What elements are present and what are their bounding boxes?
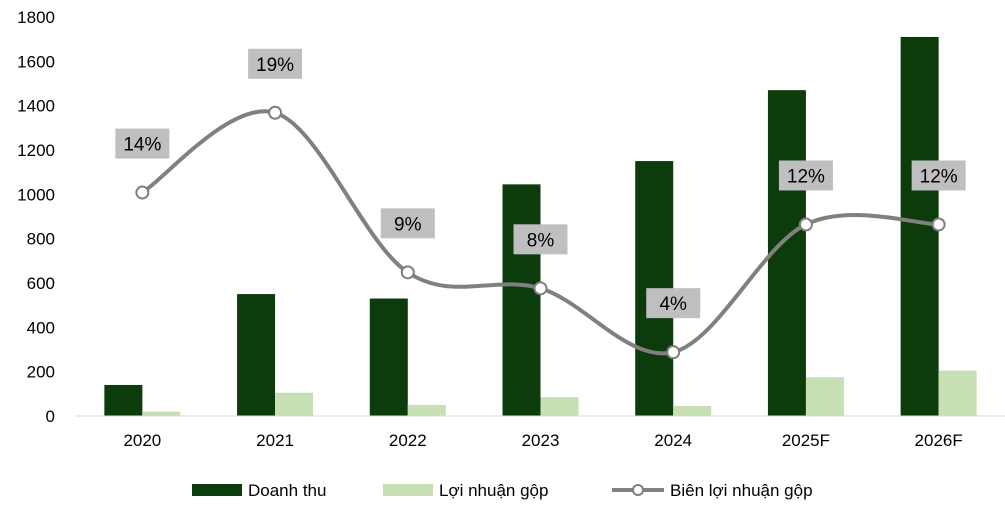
gross-profit-bar (275, 392, 314, 416)
margin-line-point (268, 105, 283, 120)
x-tick-label: 2020 (123, 431, 161, 450)
margin-label: 9% (394, 214, 422, 235)
x-tick-label: 2025F (782, 431, 830, 450)
gross-profit-bar (407, 404, 446, 416)
margin-label: 19% (256, 55, 294, 76)
y-axis: 0 200 400 600 800 1000 1200 1400 1600 1800 (17, 8, 55, 426)
legend-label-margin: Biên lợi nhuận gộp (670, 481, 813, 500)
margin-line-point (533, 281, 548, 296)
margin-label: 12% (787, 166, 825, 187)
legend-swatch-margin-marker (632, 484, 644, 496)
revenue-bar (237, 294, 276, 416)
margin-label-box (646, 288, 701, 319)
margin-line-point (931, 217, 946, 232)
revenue-bar (104, 384, 143, 416)
margin-label-box (380, 208, 435, 239)
margin-line-point (798, 217, 813, 232)
gross-profit-bar (540, 397, 579, 416)
y-tick-label: 1200 (17, 141, 55, 160)
legend: Doanh thu Lợi nhuận gộp Biên lợi nhuận gộp (192, 481, 813, 500)
y-tick-label: 200 (27, 363, 55, 382)
y-tick-label: 1400 (17, 97, 55, 116)
legend-swatch-gross-profit (383, 484, 433, 496)
revenue-bar (369, 298, 408, 416)
gross-profit-bar (142, 411, 181, 416)
y-tick-label: 0 (46, 407, 55, 426)
legend-label-gross-profit: Lợi nhuận gộp (439, 481, 548, 500)
x-tick-label: 2022 (389, 431, 427, 450)
y-tick-label: 1600 (17, 52, 55, 71)
y-tick-label: 1000 (17, 185, 55, 204)
margin-label-box (911, 160, 966, 191)
margin-line-point (400, 265, 415, 280)
margin-label-box (248, 48, 303, 79)
gross-profit-bar (805, 377, 844, 416)
margin-label-box (778, 160, 833, 191)
margin-line: 14% 19% 9% 8% 4% 12% 12% (115, 48, 966, 360)
margin-line-point (666, 345, 681, 360)
margin-label-box (513, 224, 568, 255)
y-tick-label: 1800 (17, 8, 55, 27)
margin-line-point (135, 185, 150, 200)
legend-swatch-revenue (192, 484, 242, 496)
x-tick-label: 2024 (654, 431, 692, 450)
margin-label: 8% (527, 230, 555, 251)
x-tick-label: 2021 (256, 431, 294, 450)
x-tick-label: 2026F (915, 431, 963, 450)
x-tick-label: 2023 (522, 431, 560, 450)
y-tick-label: 800 (27, 230, 55, 249)
y-tick-label: 600 (27, 274, 55, 293)
margin-label: 4% (659, 294, 687, 315)
margin-label: 12% (920, 166, 958, 187)
margin-label: 14% (123, 135, 161, 156)
revenue-bar (502, 184, 541, 416)
legend-label-revenue: Doanh thu (248, 481, 326, 500)
gross-profit-bar (673, 406, 712, 416)
y-tick-label: 400 (27, 318, 55, 337)
gross-profit-bar (938, 370, 977, 416)
margin-label-box (115, 128, 170, 159)
x-axis: 2020 2021 2022 2023 2024 2025F 2026F (123, 431, 962, 450)
